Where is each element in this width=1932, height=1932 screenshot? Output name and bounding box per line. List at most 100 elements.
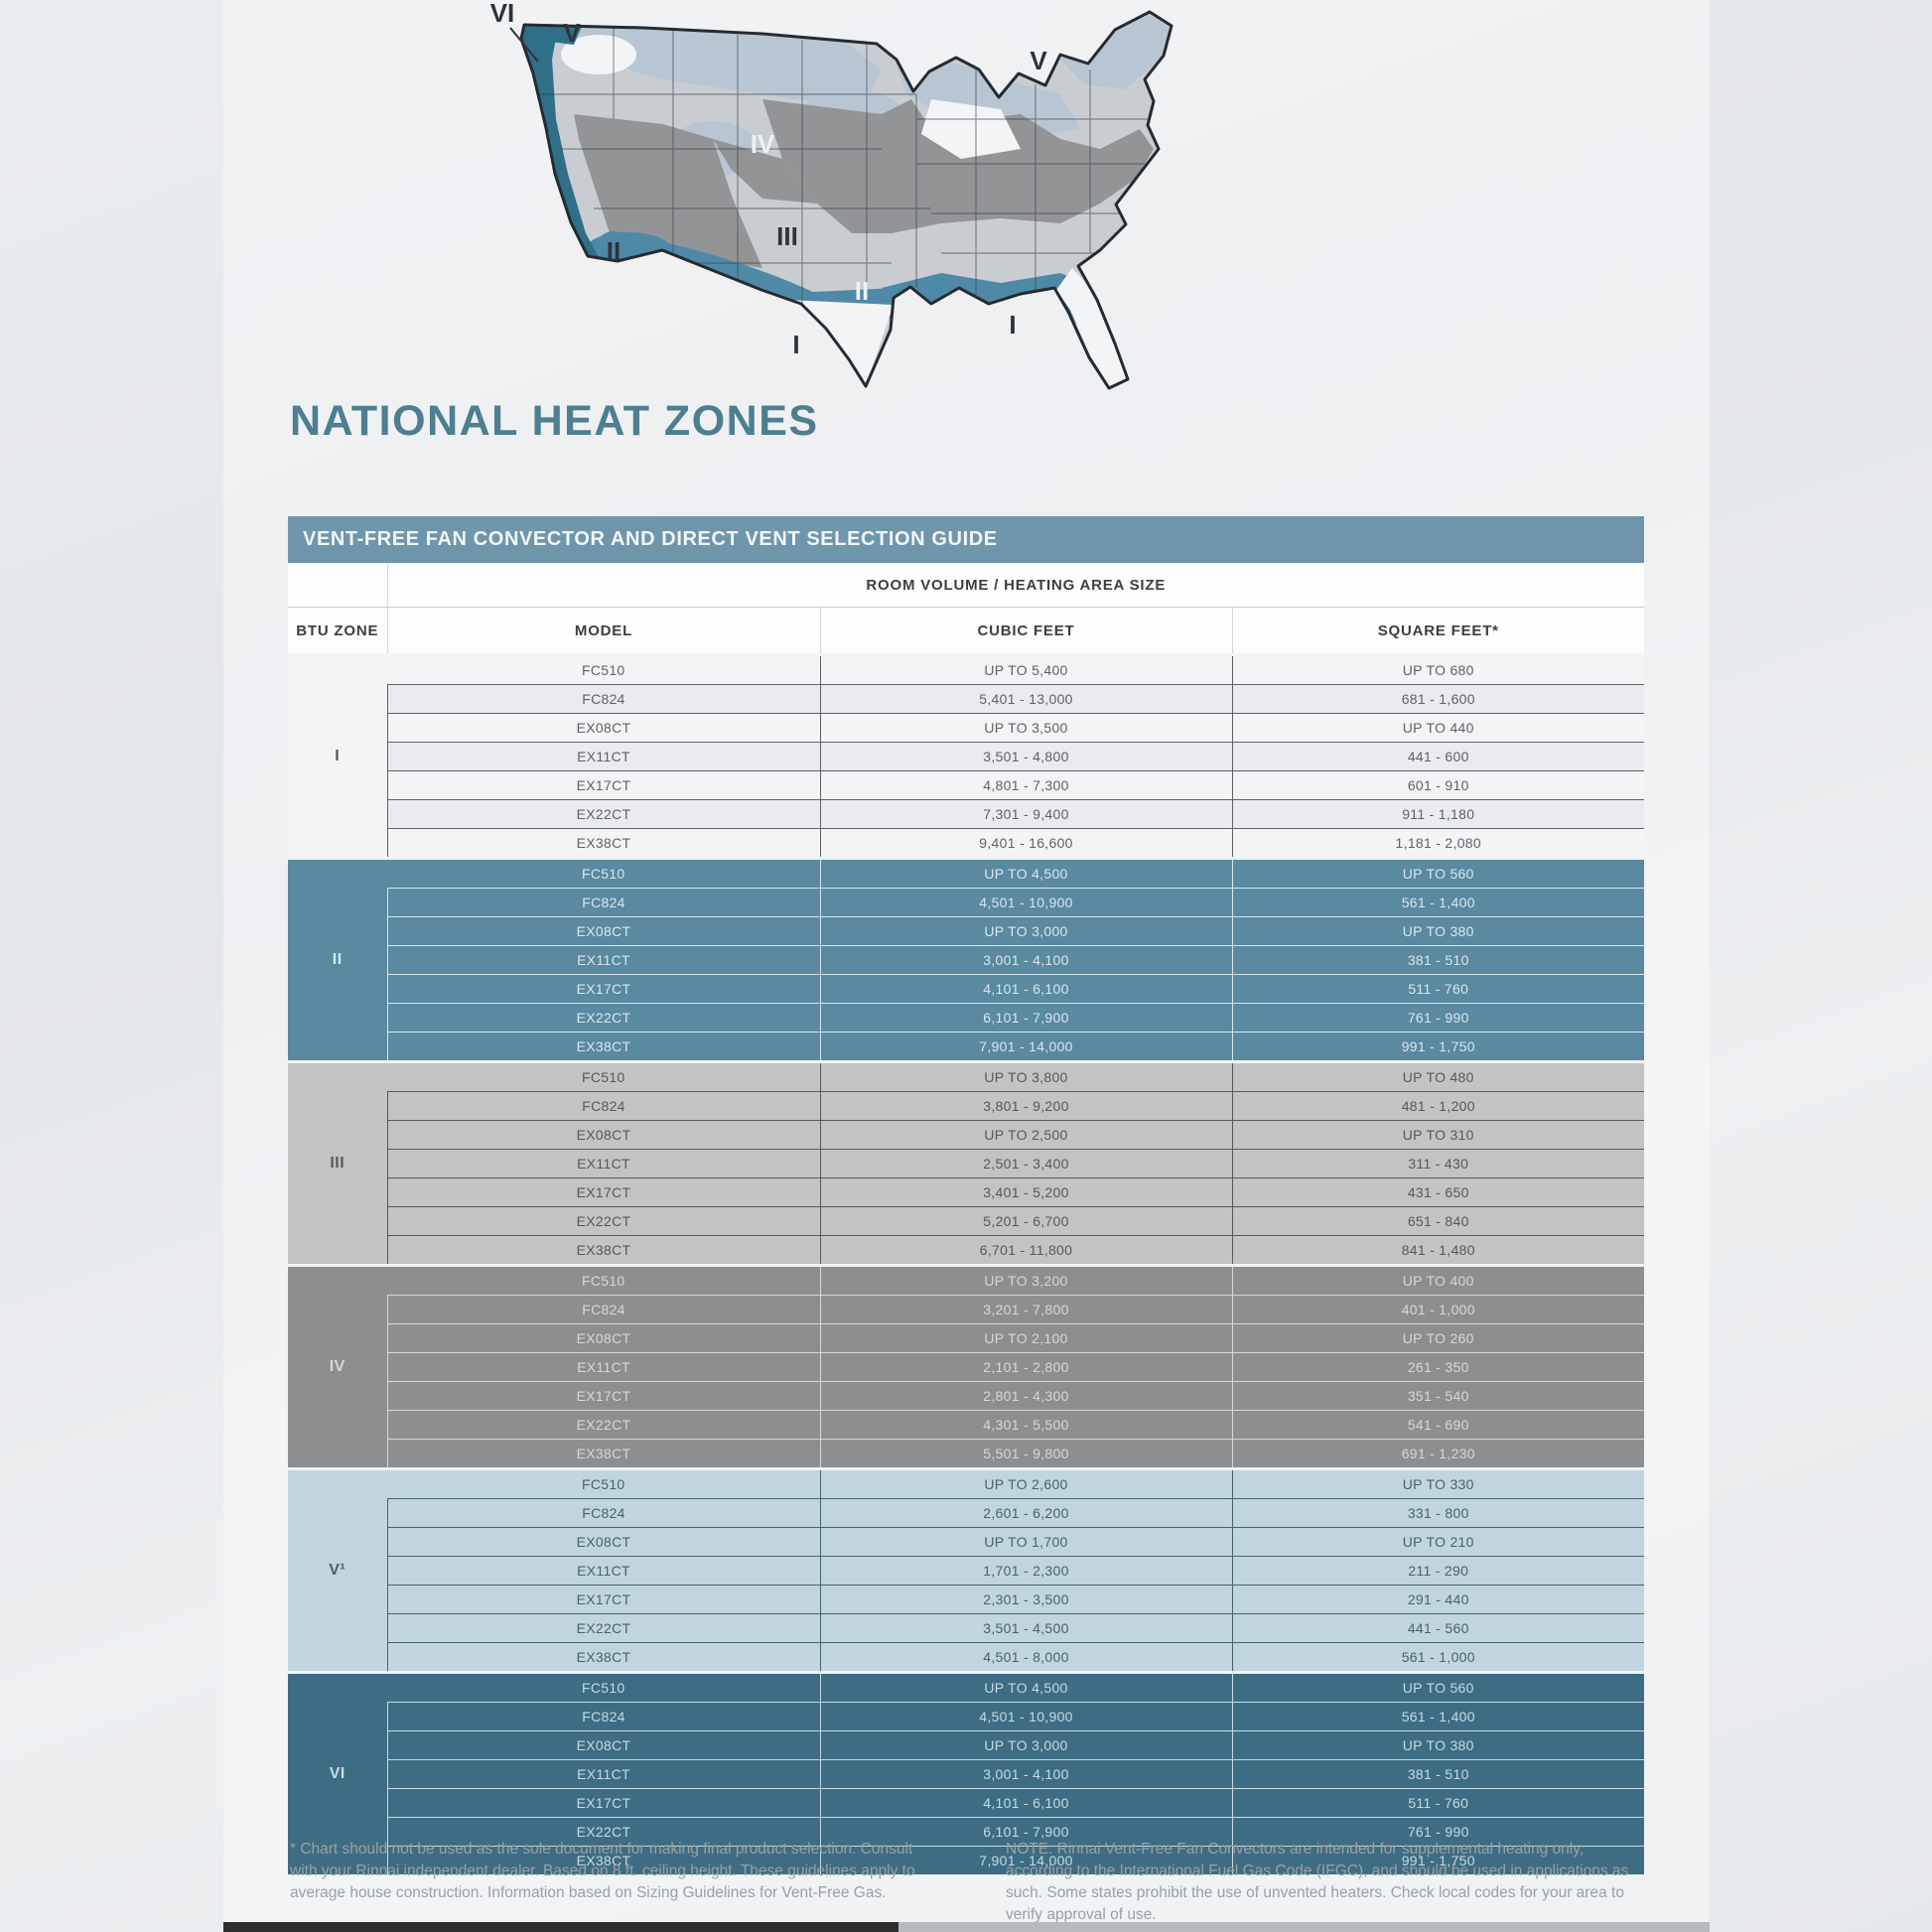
model-cell: EX11CT bbox=[386, 742, 820, 771]
column-header-cubic-feet: CUBIC FEET bbox=[819, 607, 1232, 656]
square-cell: 541 - 690 bbox=[1231, 1410, 1645, 1440]
square-cell: 351 - 540 bbox=[1231, 1381, 1645, 1411]
btu-zone-label: III bbox=[288, 1061, 387, 1266]
page-title: NATIONAL HEAT ZONES bbox=[290, 397, 819, 445]
model-cell: EX08CT bbox=[386, 1527, 820, 1557]
cubic-cell: UP TO 2,500 bbox=[819, 1120, 1232, 1150]
square-cell: 561 - 1,400 bbox=[1231, 1702, 1645, 1731]
model-cell: EX08CT bbox=[386, 1323, 820, 1353]
square-cell: 561 - 1,000 bbox=[1231, 1642, 1645, 1673]
square-cell: 481 - 1,200 bbox=[1231, 1091, 1645, 1121]
selection-table: ROOM VOLUME / HEATING AREA SIZE BTU ZONE… bbox=[288, 563, 1645, 1874]
table-row: EX17CT 2,301 - 3,500 291 - 440 bbox=[288, 1585, 1645, 1614]
zone-vi-leader-line bbox=[509, 27, 539, 63]
square-cell: 431 - 650 bbox=[1231, 1177, 1645, 1207]
table-row: EX38CT 7,901 - 14,000 991 - 1,750 bbox=[288, 1032, 1645, 1062]
table-row: EX11CT 1,701 - 2,300 211 - 290 bbox=[288, 1556, 1645, 1586]
square-cell: UP TO 560 bbox=[1231, 858, 1645, 889]
square-cell: UP TO 380 bbox=[1231, 916, 1645, 946]
table-row: EX38CT 5,501 - 9,800 691 - 1,230 bbox=[288, 1439, 1645, 1469]
bottom-dark-bar bbox=[223, 1922, 898, 1932]
zone-band-3: III FC510 UP TO 3,800 UP TO 480 FC824 3,801 -… bbox=[288, 1061, 1645, 1266]
square-cell: 911 - 1,180 bbox=[1231, 799, 1645, 829]
square-cell: 441 - 600 bbox=[1231, 742, 1645, 771]
map-zone-label-ii-south: II bbox=[855, 276, 869, 306]
model-cell: FC824 bbox=[386, 1091, 820, 1121]
cubic-cell: 7,901 - 14,000 bbox=[819, 1032, 1232, 1062]
model-cell: EX38CT bbox=[386, 1235, 820, 1266]
national-heat-zones-map: VI V V IV III II II I I bbox=[465, 0, 1338, 399]
square-cell: 381 - 510 bbox=[1231, 1759, 1645, 1789]
map-zone-label-ii-west: II bbox=[607, 236, 621, 266]
model-cell: FC824 bbox=[386, 1498, 820, 1528]
table-row: EX17CT 3,401 - 5,200 431 - 650 bbox=[288, 1177, 1645, 1207]
cubic-cell: 6,101 - 7,900 bbox=[819, 1817, 1232, 1847]
square-cell: 511 - 760 bbox=[1231, 974, 1645, 1004]
model-cell: EX17CT bbox=[386, 1788, 820, 1818]
btu-zone-label: IV bbox=[288, 1265, 387, 1469]
model-cell: EX22CT bbox=[386, 1003, 820, 1033]
btu-zone-label: VI bbox=[288, 1672, 387, 1874]
cubic-cell: 1,701 - 2,300 bbox=[819, 1556, 1232, 1586]
table-row: EX11CT 3,001 - 4,100 381 - 510 bbox=[288, 1759, 1645, 1789]
cubic-cell: 6,101 - 7,900 bbox=[819, 1003, 1232, 1033]
cubic-cell: UP TO 3,800 bbox=[819, 1061, 1232, 1092]
model-cell: FC510 bbox=[387, 654, 820, 685]
cubic-cell: 4,101 - 6,100 bbox=[819, 974, 1232, 1004]
map-zone-label-iii: III bbox=[776, 221, 798, 251]
model-cell: EX08CT bbox=[386, 713, 820, 743]
square-cell: UP TO 310 bbox=[1231, 1120, 1645, 1150]
column-header-btu-zone: BTU ZONE bbox=[288, 607, 387, 656]
us-map-image: VI V V IV III II II I I bbox=[490, 0, 1173, 390]
table-row: IV FC510 UP TO 3,200 UP TO 400 bbox=[288, 1265, 1645, 1469]
footnote-note: NOTE: Rinnai Vent-Free Fan Convectors ar… bbox=[1006, 1841, 1629, 1923]
square-cell: 441 - 560 bbox=[1231, 1613, 1645, 1643]
table-row: EX08CT UP TO 3,500 UP TO 440 bbox=[288, 713, 1645, 743]
cubic-cell: 4,501 - 10,900 bbox=[819, 1702, 1232, 1731]
table-row: EX08CT UP TO 1,700 UP TO 210 bbox=[288, 1527, 1645, 1557]
table-row: FC824 3,801 - 9,200 481 - 1,200 bbox=[288, 1091, 1645, 1121]
map-zone-label-v-east: V bbox=[1030, 46, 1047, 75]
square-cell: 261 - 350 bbox=[1231, 1352, 1645, 1382]
model-cell: FC510 bbox=[387, 858, 820, 889]
table-row: EX38CT 6,701 - 11,800 841 - 1,480 bbox=[288, 1235, 1645, 1266]
table-row: EX08CT UP TO 2,100 UP TO 260 bbox=[288, 1323, 1645, 1353]
model-cell: FC510 bbox=[387, 1468, 820, 1499]
cubic-cell: 9,401 - 16,600 bbox=[819, 828, 1232, 859]
btu-zone-label: I bbox=[288, 654, 387, 859]
square-cell: UP TO 560 bbox=[1231, 1672, 1645, 1703]
square-cell: 761 - 990 bbox=[1231, 1003, 1645, 1033]
zone-band-2: II FC510 UP TO 4,500 UP TO 560 FC824 4,501 - … bbox=[288, 858, 1645, 1062]
column-header-model: MODEL bbox=[386, 607, 820, 656]
cubic-cell: 3,001 - 4,100 bbox=[819, 945, 1232, 975]
map-zone-label-iv: IV bbox=[751, 129, 775, 159]
cubic-cell: UP TO 3,000 bbox=[819, 916, 1232, 946]
table-row: EX11CT 2,501 - 3,400 311 - 430 bbox=[288, 1149, 1645, 1178]
model-cell: EX11CT bbox=[386, 945, 820, 975]
model-cell: FC510 bbox=[387, 1265, 820, 1296]
square-cell: 691 - 1,230 bbox=[1231, 1439, 1645, 1469]
cubic-cell: 4,501 - 10,900 bbox=[819, 888, 1232, 917]
square-cell: UP TO 210 bbox=[1231, 1527, 1645, 1557]
cubic-cell: 2,501 - 3,400 bbox=[819, 1149, 1232, 1178]
table-row: EX08CT UP TO 3,000 UP TO 380 bbox=[288, 916, 1645, 946]
cubic-cell: 2,301 - 3,500 bbox=[819, 1585, 1232, 1614]
cubic-cell: 4,301 - 5,500 bbox=[819, 1410, 1232, 1440]
table-row: EX22CT 4,301 - 5,500 541 - 690 bbox=[288, 1410, 1645, 1440]
model-cell: EX11CT bbox=[386, 1556, 820, 1586]
table-row: V¹ FC510 UP TO 2,600 UP TO 330 bbox=[288, 1468, 1645, 1673]
cubic-cell: UP TO 5,400 bbox=[819, 654, 1232, 685]
model-cell: EX38CT bbox=[386, 1846, 820, 1874]
us-outline bbox=[519, 10, 1173, 390]
square-cell: 381 - 510 bbox=[1231, 945, 1645, 975]
model-cell: EX11CT bbox=[386, 1759, 820, 1789]
square-cell: 991 - 1,750 bbox=[1231, 1846, 1645, 1874]
btu-zone-label: V¹ bbox=[288, 1468, 387, 1673]
cubic-cell: 5,401 - 13,000 bbox=[819, 684, 1232, 714]
map-zone-label-i-florida: I bbox=[1009, 310, 1016, 340]
footnotes: * Chart should not be used as the sole d… bbox=[290, 1839, 1646, 1926]
square-cell: 681 - 1,600 bbox=[1231, 684, 1645, 714]
cubic-cell: 3,001 - 4,100 bbox=[819, 1759, 1232, 1789]
model-cell: EX38CT bbox=[386, 1032, 820, 1062]
table-title-bar: VENT-FREE FAN CONVECTOR AND DIRECT VENT … bbox=[288, 516, 1644, 563]
